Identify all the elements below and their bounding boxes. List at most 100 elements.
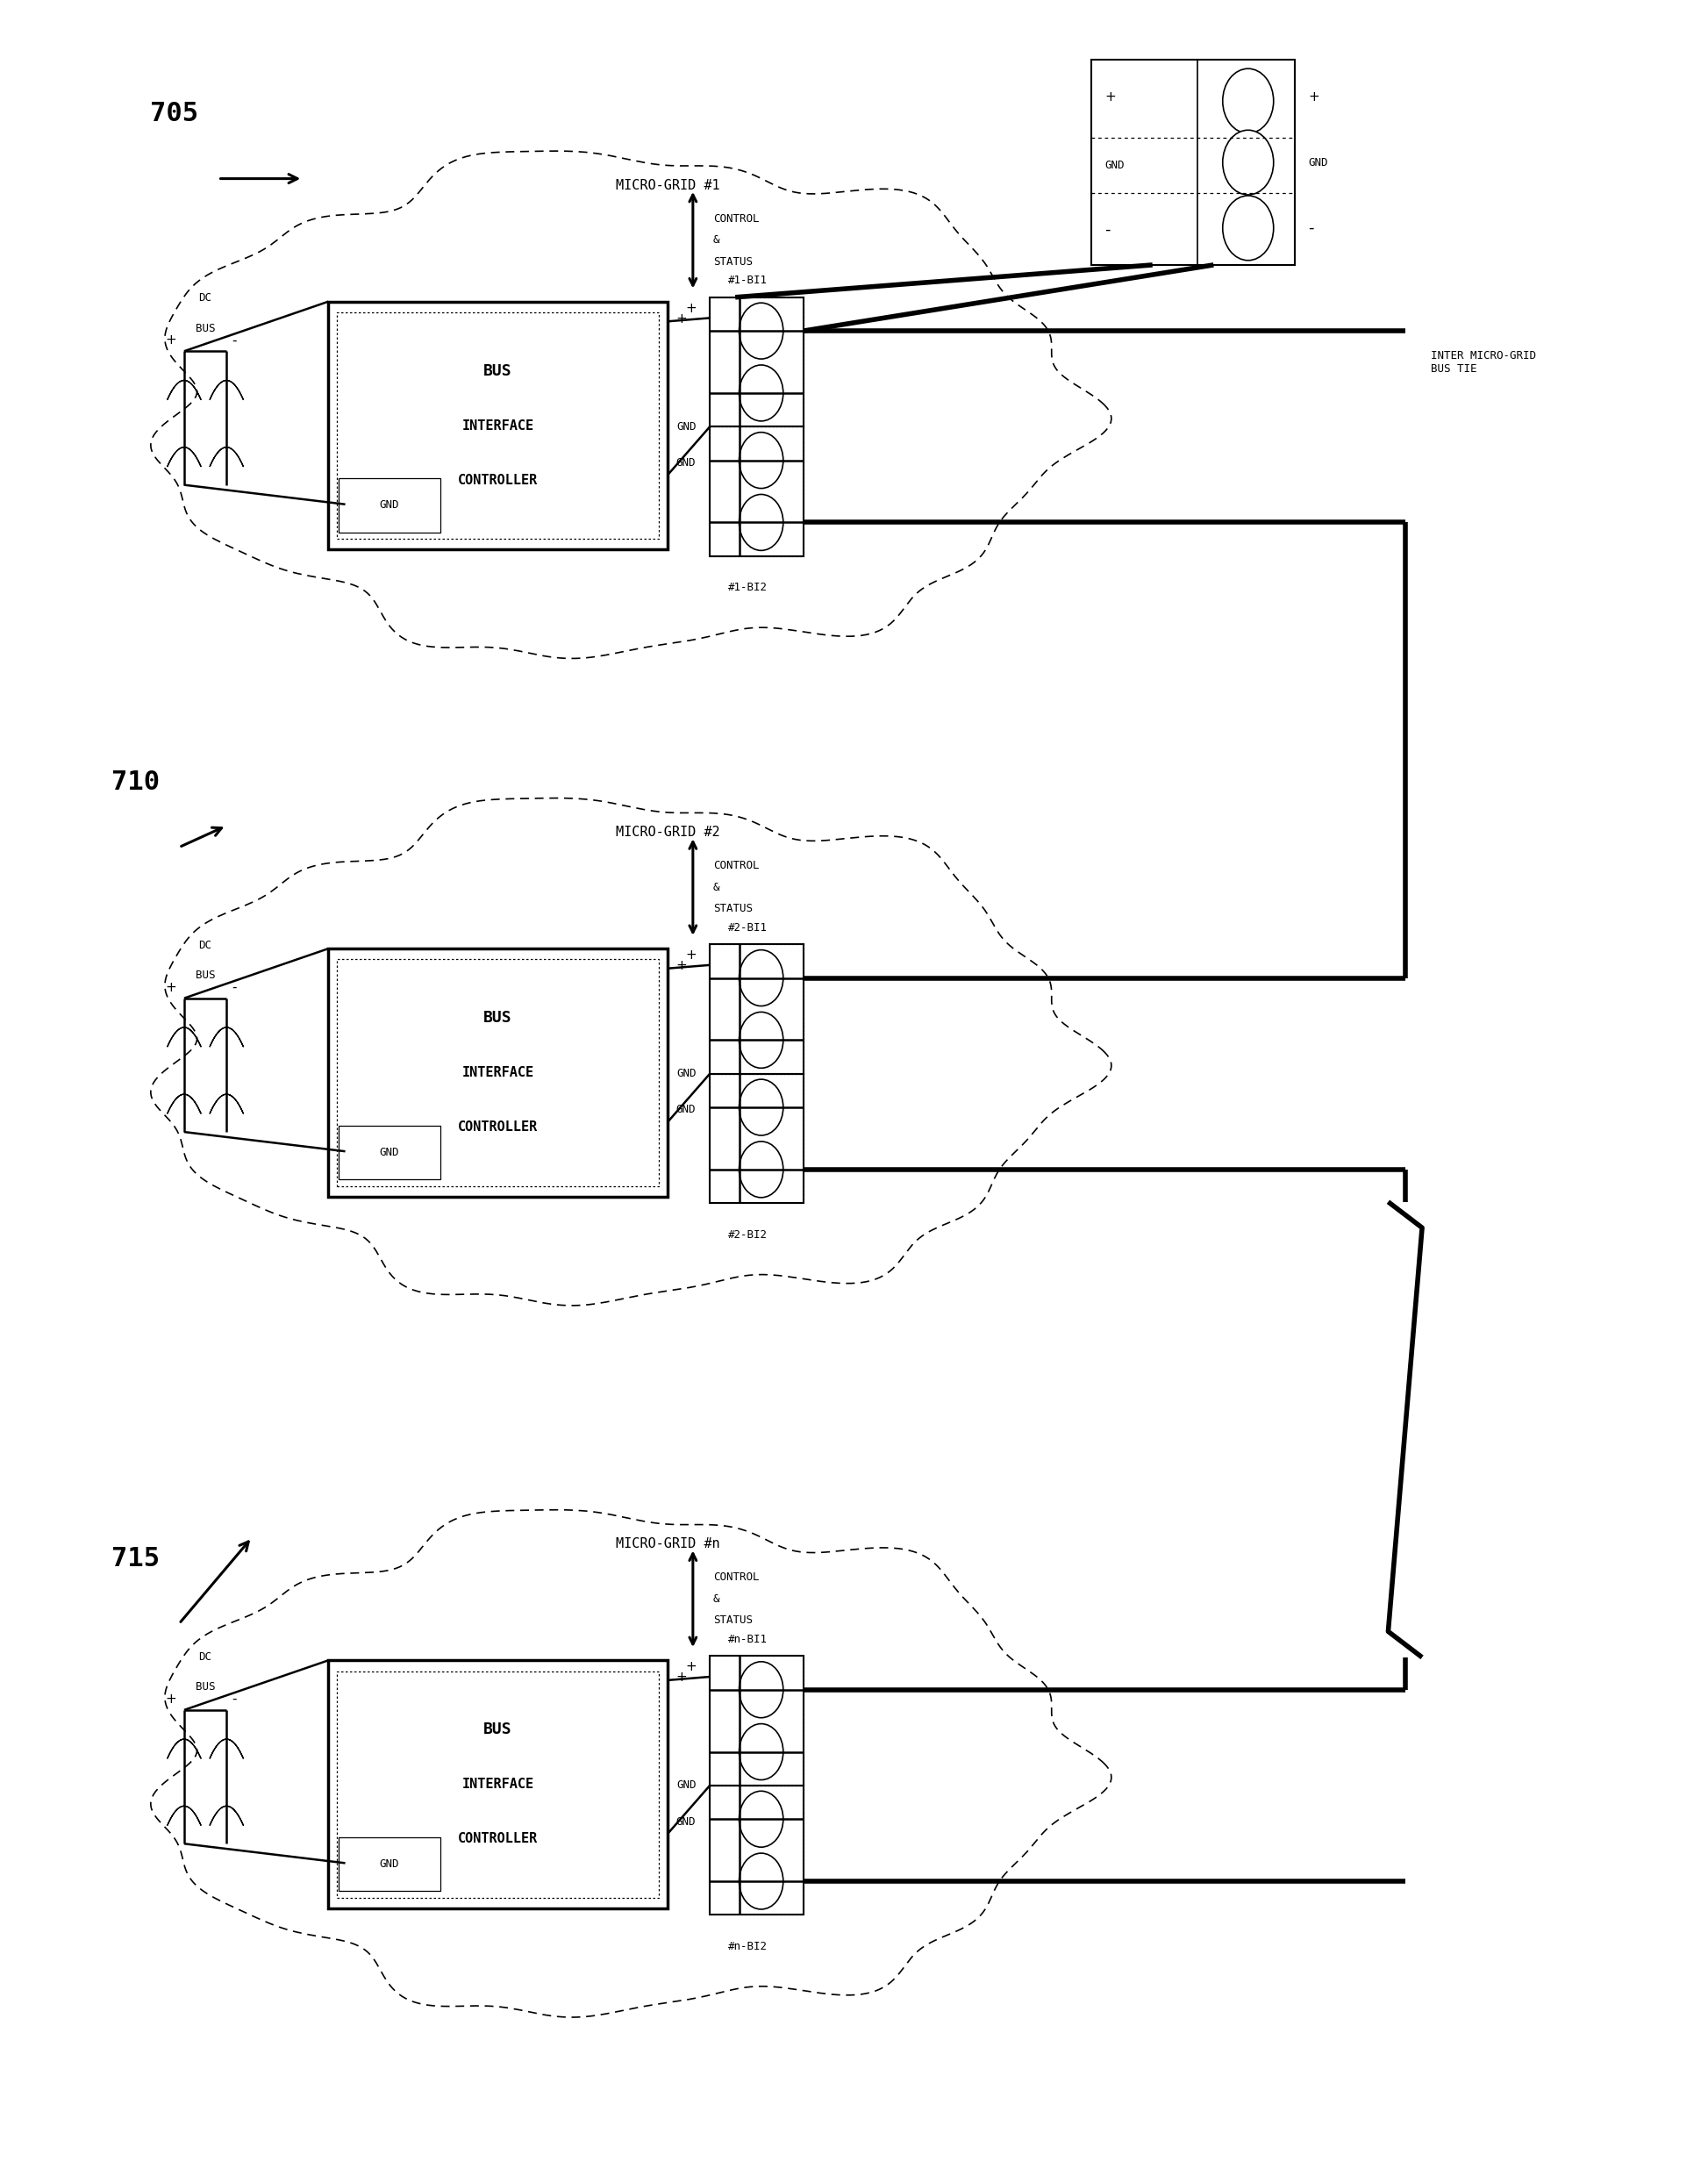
Text: -: - — [232, 1692, 236, 1705]
Text: +: + — [685, 1659, 697, 1674]
Bar — [711, 297, 803, 427]
Bar — [338, 1126, 441, 1180]
Text: STATUS: STATUS — [714, 256, 753, 267]
Text: &: & — [714, 1594, 719, 1605]
Text: #1-BI2: #1-BI2 — [729, 581, 769, 594]
Text: +: + — [1105, 91, 1115, 104]
Bar — [338, 479, 441, 531]
Text: -: - — [232, 334, 236, 347]
Text: -: - — [1308, 219, 1313, 236]
Circle shape — [1223, 195, 1274, 260]
Text: #n-BI1: #n-BI1 — [729, 1633, 769, 1646]
Text: BUS: BUS — [195, 323, 215, 334]
Text: 710: 710 — [111, 770, 159, 796]
Bar — [711, 1657, 803, 1785]
Bar — [711, 944, 803, 1074]
Text: MICRO-GRID #n: MICRO-GRID #n — [615, 1538, 719, 1551]
Circle shape — [1223, 130, 1274, 195]
Bar — [711, 1657, 803, 1785]
Circle shape — [740, 950, 784, 1006]
Text: BUS: BUS — [483, 362, 512, 380]
Bar — [336, 1670, 659, 1898]
Text: -: - — [232, 980, 236, 993]
Text: INTERFACE: INTERFACE — [461, 1779, 535, 1792]
Bar — [336, 959, 659, 1186]
Text: +: + — [166, 1692, 176, 1705]
Bar — [328, 301, 668, 549]
Circle shape — [740, 1661, 784, 1718]
Text: CONTROL: CONTROL — [714, 859, 760, 872]
Text: DC: DC — [198, 939, 212, 950]
Bar — [328, 948, 668, 1197]
Bar — [711, 944, 803, 1074]
Text: MICRO-GRID #1: MICRO-GRID #1 — [615, 178, 719, 191]
Circle shape — [740, 304, 784, 358]
Bar — [711, 1785, 803, 1915]
Text: &: & — [714, 881, 719, 894]
Text: GND: GND — [676, 1781, 697, 1792]
Text: GND: GND — [1308, 156, 1329, 169]
Text: INTER MICRO-GRID
BUS TIE: INTER MICRO-GRID BUS TIE — [1431, 349, 1535, 375]
Text: INTERFACE: INTERFACE — [461, 419, 535, 432]
Text: GND: GND — [379, 1859, 400, 1870]
Text: GND: GND — [379, 499, 400, 512]
Text: +: + — [1308, 91, 1320, 104]
Text: GND: GND — [379, 1147, 400, 1158]
Text: BUS: BUS — [195, 1681, 215, 1692]
Circle shape — [740, 432, 784, 488]
Text: DC: DC — [198, 293, 212, 304]
Text: GND: GND — [676, 1815, 695, 1826]
Text: +: + — [676, 1670, 687, 1683]
Text: GND: GND — [676, 1104, 695, 1115]
Text: BUS: BUS — [195, 970, 215, 980]
Text: &: & — [714, 234, 719, 245]
Text: +: + — [676, 312, 687, 325]
Bar — [711, 1785, 803, 1915]
Text: STATUS: STATUS — [714, 1614, 753, 1627]
Text: 705: 705 — [150, 102, 198, 126]
Text: CONTROL: CONTROL — [714, 1573, 760, 1583]
Text: STATUS: STATUS — [714, 902, 753, 915]
Circle shape — [740, 495, 784, 551]
Text: DC: DC — [198, 1651, 212, 1661]
Text: BUS: BUS — [483, 1722, 512, 1737]
Text: +: + — [685, 301, 697, 315]
Text: BUS: BUS — [483, 1011, 512, 1026]
Text: #2-BI1: #2-BI1 — [729, 922, 769, 933]
Text: +: + — [685, 948, 697, 961]
Circle shape — [740, 364, 784, 421]
Circle shape — [1223, 69, 1274, 132]
Bar — [338, 479, 441, 531]
Bar — [711, 1074, 803, 1204]
Bar — [338, 1837, 441, 1891]
Circle shape — [740, 1852, 784, 1909]
Bar — [338, 1126, 441, 1180]
Bar — [711, 1074, 803, 1204]
Circle shape — [740, 1080, 784, 1134]
Circle shape — [740, 1013, 784, 1067]
Text: MICRO-GRID #2: MICRO-GRID #2 — [615, 826, 719, 839]
Text: -: - — [1105, 221, 1110, 239]
Text: INTERFACE: INTERFACE — [461, 1065, 535, 1080]
Bar — [328, 1659, 668, 1909]
Text: 715: 715 — [111, 1546, 159, 1573]
Bar — [711, 427, 803, 555]
Text: #n-BI2: #n-BI2 — [729, 1941, 769, 1952]
Text: +: + — [166, 980, 176, 993]
Text: GND: GND — [676, 1067, 697, 1080]
Text: CONTROL: CONTROL — [714, 213, 760, 223]
Circle shape — [740, 1792, 784, 1848]
Bar — [1091, 61, 1295, 265]
Text: CONTROLLER: CONTROLLER — [458, 1833, 538, 1846]
Text: +: + — [166, 334, 176, 347]
Bar — [711, 427, 803, 555]
Bar — [711, 297, 803, 427]
Text: #2-BI2: #2-BI2 — [729, 1230, 769, 1241]
Text: CONTROLLER: CONTROLLER — [458, 473, 538, 486]
Bar — [338, 1837, 441, 1891]
Text: #1-BI1: #1-BI1 — [729, 275, 769, 286]
Bar — [336, 312, 659, 538]
Text: CONTROLLER: CONTROLLER — [458, 1121, 538, 1134]
Text: +: + — [676, 959, 687, 972]
Circle shape — [740, 1141, 784, 1197]
